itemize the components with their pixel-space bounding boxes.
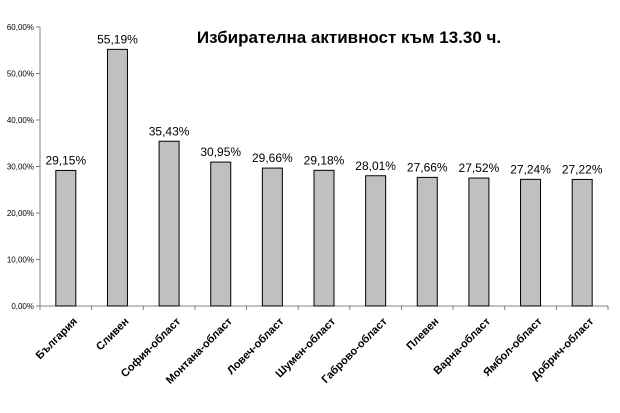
data-label: 27,66% bbox=[407, 160, 448, 174]
bar bbox=[106, 48, 128, 307]
chart-title: Избирателна активност към 13.30 ч. bbox=[197, 28, 501, 47]
bar bbox=[365, 175, 387, 307]
bar bbox=[416, 176, 438, 307]
y-axis-ticks: 0,00% 10,00% 20,00% 30,00% 40,00% 50,00% 60,00… bbox=[7, 23, 609, 311]
category-label: Плевен bbox=[404, 316, 441, 353]
data-label: 29,15% bbox=[45, 153, 86, 167]
bar bbox=[313, 169, 335, 307]
data-label: 27,52% bbox=[459, 161, 500, 175]
bar bbox=[571, 178, 593, 307]
category-label: Сливен bbox=[94, 316, 132, 354]
data-label: 27,24% bbox=[510, 162, 551, 176]
data-label: 55,19% bbox=[97, 32, 138, 46]
bar bbox=[261, 167, 283, 307]
bar bbox=[210, 161, 232, 307]
y-tick-label: 30,00% bbox=[7, 163, 34, 172]
data-label: 29,66% bbox=[252, 151, 293, 165]
data-label: 35,43% bbox=[149, 124, 190, 138]
bar bbox=[158, 140, 180, 307]
data-labels: 29,15% 55,19% 35,43% 30,95% 29,66% 29,18% 28,0… bbox=[45, 32, 602, 176]
bar bbox=[520, 178, 542, 307]
data-label: 29,18% bbox=[304, 153, 345, 167]
data-label: 30,95% bbox=[200, 145, 241, 159]
y-tick-label: 60,00% bbox=[7, 23, 34, 32]
bars bbox=[55, 48, 593, 307]
category-labels: България СливенСофия-областМонтана-област… bbox=[34, 315, 597, 386]
category-label: България bbox=[34, 316, 80, 362]
y-tick-label: 10,00% bbox=[7, 256, 34, 265]
bar bbox=[468, 177, 490, 307]
y-tick-label: 40,00% bbox=[7, 116, 34, 125]
y-tick-label: 0,00% bbox=[11, 302, 34, 311]
y-tick-label: 50,00% bbox=[7, 70, 34, 79]
data-label: 27,22% bbox=[562, 162, 603, 176]
y-tick-label: 20,00% bbox=[7, 209, 34, 218]
data-label: 28,01% bbox=[355, 159, 396, 173]
bar bbox=[55, 169, 77, 307]
